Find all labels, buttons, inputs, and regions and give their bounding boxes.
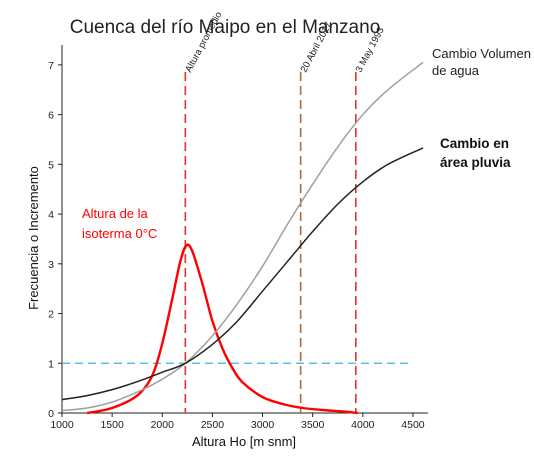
y-tick-label: 6: [48, 110, 54, 122]
x-tick-label: 3000: [251, 419, 275, 431]
annotation-isoterma-line: Altura de la: [82, 206, 149, 221]
y-tick-label: 3: [48, 259, 54, 271]
x-tick-label: 1500: [100, 419, 124, 431]
y-tick-label: 0: [48, 408, 54, 420]
y-axis-label: Frecuencia o Incremento: [26, 166, 41, 310]
y-tick-label: 7: [48, 60, 54, 72]
annotation-volumen-agua-line: de agua: [432, 63, 480, 78]
annotation-area-pluvia-line: área pluvia: [440, 155, 511, 170]
annotation-volumen-agua-line: Cambio Volumen: [432, 46, 531, 61]
series-volumen-agua-line: [61, 61, 424, 412]
series-area-pluvia-line: [61, 147, 424, 401]
x-tick-label: 4500: [401, 419, 425, 431]
x-tick-label: 1000: [50, 419, 74, 431]
x-axis-label: Altura Ho [m snm]: [192, 434, 296, 449]
annotation-area-pluvia-line: Cambio en: [440, 136, 509, 151]
x-tick-label: 3500: [301, 419, 325, 431]
y-tick-label: 5: [48, 159, 54, 171]
series-isoterma-line: [86, 243, 358, 415]
plot-area: 1000 1500 2000 2500 3000 3500 4000 4500 0 1 2 3 4 5 6 7…: [48, 10, 531, 431]
y-tick-label: 2: [48, 309, 54, 321]
y-tick-label: 1: [48, 358, 54, 370]
annotation-isoterma-line: isoterma 0°C: [82, 226, 157, 241]
y-tick-label: 4: [48, 209, 54, 221]
x-tick-label: 2000: [151, 419, 175, 431]
x-tick-label: 2500: [201, 419, 225, 431]
x-tick-label: 4000: [351, 419, 375, 431]
chart-title: Cuenca del río Maipo en el Manzano: [70, 17, 381, 38]
